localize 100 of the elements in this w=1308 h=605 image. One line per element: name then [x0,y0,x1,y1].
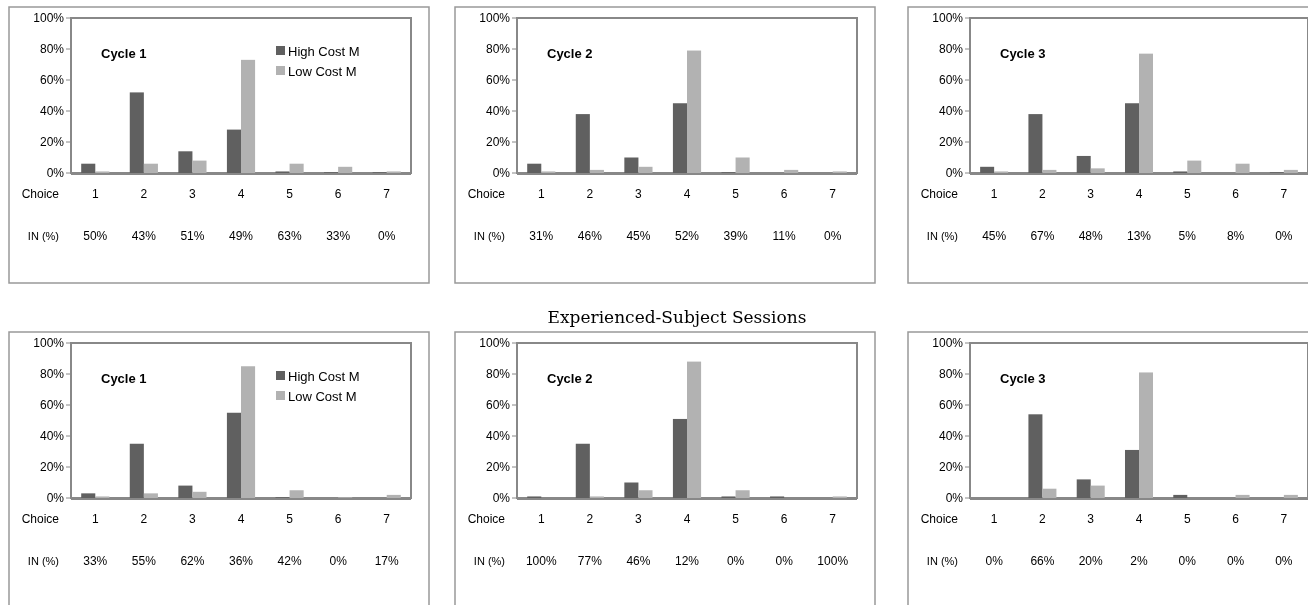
y-tick-label: 0% [945,166,964,181]
text: 62% [180,554,205,568]
x-tick-label: 7 [829,187,837,201]
y-tick-label: 60% [39,398,65,413]
x-axis-title: Choice [920,512,959,526]
x-axis-title: Choice [920,187,959,201]
x-tick-label: 2 [1039,512,1047,526]
y-tick-label: 0% [492,166,511,181]
x-tick-label: 4 [1135,187,1143,201]
y-tick-label: 40% [938,104,964,119]
x-tick-label: 1 [990,512,998,526]
bar [1076,155,1091,173]
x-axis-title: Choice [467,512,506,526]
bar [1283,169,1298,173]
bar [143,493,158,498]
y-tick-label: 40% [485,104,511,119]
bar [589,169,604,173]
x-tick-label: 5 [286,512,294,526]
text: 45% [626,229,651,243]
bar [687,50,702,173]
x-tick-label: 3 [1087,512,1095,526]
bar [129,92,144,173]
x-tick-label: 7 [829,512,837,526]
text: 0% [1226,554,1245,568]
text: Cycle 3 [1000,46,1046,61]
text: 51% [180,229,205,243]
text: 46% [577,229,603,243]
x-tick-label: 1 [91,512,99,526]
text: 100% [525,554,557,568]
text: 55% [131,554,157,568]
bar [226,129,241,173]
text: 49% [228,229,254,243]
bar [575,114,590,173]
text: 0% [775,554,794,568]
bar [624,482,639,498]
x-tick-label: 5 [1183,512,1191,526]
bar [289,163,304,173]
text: 63% [277,229,302,243]
x-tick-label: 6 [334,512,342,526]
text: 50% [83,229,108,243]
x-tick-label: 2 [586,512,594,526]
y-tick-label: 100% [932,336,964,351]
text: 67% [1030,229,1055,243]
y-tick-label: 100% [932,11,964,26]
bar [241,59,256,173]
bar [289,490,304,498]
text: 0% [985,554,1004,568]
text: 46% [626,554,651,568]
bar [980,166,995,173]
bar [81,493,96,498]
y-tick-label: 60% [938,398,964,413]
text: 2% [1130,554,1148,568]
y-tick-label: 80% [485,42,511,57]
text: 100% [817,554,849,568]
bar [1283,494,1298,498]
bar [192,491,207,498]
text: 36% [228,554,254,568]
x-tick-label: 7 [383,512,391,526]
y-tick-label: 0% [492,491,511,506]
y-tick-label: 20% [39,135,65,150]
y-tick-label: 100% [33,336,65,351]
bar [638,166,653,173]
bar [178,485,193,498]
text: 5% [1178,229,1197,243]
y-tick-label: 100% [33,11,65,26]
bar [784,169,799,173]
y-tick-label: 20% [485,135,511,150]
bar [1028,114,1043,173]
y-tick-label: 40% [485,429,511,444]
bar [192,160,207,173]
x-tick-label: 4 [237,512,245,526]
chart-subtitle: Experienced-Subject Sessions [547,307,807,327]
x-tick-label: 3 [1087,187,1095,201]
bar [687,361,702,498]
bar [672,418,687,498]
text: 43% [131,229,157,243]
text: 13% [1126,229,1152,243]
text: IN (%) [27,555,59,567]
text: 77% [577,554,603,568]
x-tick-label: 7 [1280,512,1288,526]
x-tick-label: 3 [635,187,643,201]
y-tick-label: 80% [938,367,964,382]
x-tick-label: 1 [990,187,998,201]
text: 0% [726,554,745,568]
legend-label: High Cost M [288,43,360,59]
bar [338,166,353,173]
y-tick-label: 20% [938,460,964,475]
x-tick-label: 5 [286,187,294,201]
bar [1235,163,1250,173]
bar [1173,494,1188,498]
y-tick-label: 80% [39,367,65,382]
y-tick-label: 40% [39,104,65,119]
text: Cycle 3 [1000,371,1046,386]
text: Cycle 2 [547,46,593,61]
x-tick-label: 4 [1135,512,1143,526]
bar [226,412,241,498]
text: IN (%) [27,230,59,242]
x-tick-label: 6 [334,187,342,201]
y-tick-label: 100% [479,336,511,351]
text: Cycle 2 [547,371,593,386]
